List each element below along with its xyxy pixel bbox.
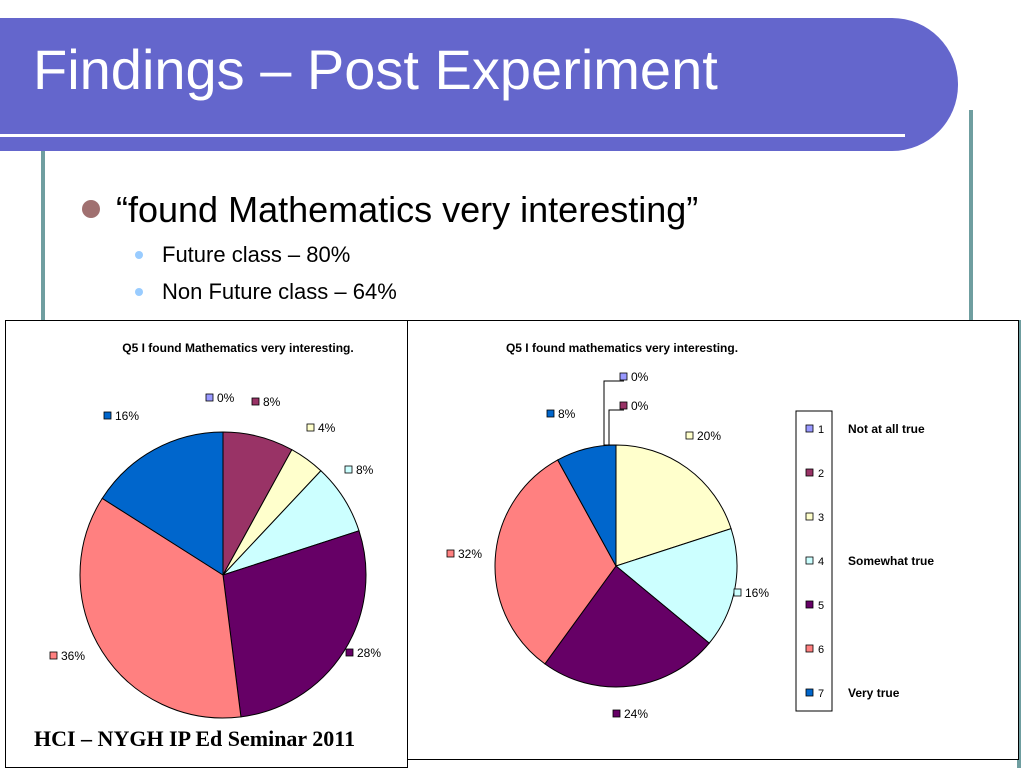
legend-label-4: 4 <box>818 556 824 568</box>
legend-box <box>795 410 833 712</box>
legend-label-2: 2 <box>818 468 824 480</box>
data-label-marker-7 <box>546 409 555 418</box>
legend-marker-5 <box>805 600 814 609</box>
legend-marker-3 <box>805 512 814 521</box>
pie-slice-5 <box>222 530 367 718</box>
frame-left-line <box>41 150 45 325</box>
legend-scale-label: Very true <box>848 686 900 700</box>
data-label-4: 8% <box>356 463 374 477</box>
bullet-main-text: “found Mathematics very interesting” <box>116 189 699 230</box>
data-label-4: 16% <box>745 586 769 600</box>
data-label-2: 8% <box>263 395 281 409</box>
frame-right-bottom-line <box>1017 320 1021 768</box>
data-label-marker-1 <box>205 393 214 402</box>
legend-marker-4 <box>805 556 814 565</box>
data-label-7: 16% <box>115 409 139 423</box>
legend-label-1: 1 <box>818 424 824 436</box>
chart-non-future-class-svg: Q5 I found mathematics very interesting.… <box>446 341 934 721</box>
title-underline <box>0 134 905 137</box>
legend-marker-7 <box>805 688 814 697</box>
legend-label-3: 3 <box>818 512 824 524</box>
legend-label-7: 7 <box>818 688 824 700</box>
chart-future-class: Q5 I found Mathematics very interesting.… <box>5 320 408 768</box>
sub-bullet-future: Future class – 80% <box>162 242 351 267</box>
bullet-dot-sub-2 <box>135 288 143 296</box>
data-label-marker-4 <box>733 588 742 597</box>
data-label-3: 20% <box>697 429 721 443</box>
legend-label-5: 5 <box>818 600 824 612</box>
data-label-marker-5 <box>612 709 621 718</box>
data-label-7: 8% <box>558 407 576 421</box>
legend-scale-label: Somewhat true <box>848 554 934 568</box>
data-label-marker-2 <box>619 401 628 410</box>
legend-marker-1 <box>805 424 814 433</box>
pie-slice-6 <box>494 459 617 665</box>
data-label-6: 32% <box>458 547 482 561</box>
data-label-marker-5 <box>345 648 354 657</box>
legend-scale-label: Not at all true <box>848 422 925 436</box>
pie-slice-7 <box>101 431 224 576</box>
chart-title: Q5 I found mathematics very interesting. <box>506 341 738 355</box>
data-label-marker-2 <box>251 397 260 406</box>
bullet-dot-sub-1 <box>135 251 143 259</box>
data-label-2: 0% <box>631 399 649 413</box>
pie-slice-5 <box>544 565 710 688</box>
chart-future-class-svg: Q5 I found Mathematics very interesting.… <box>49 341 381 719</box>
data-label-marker-6 <box>446 549 455 558</box>
pie-slice-3 <box>615 444 732 567</box>
data-label-marker-1 <box>619 372 628 381</box>
data-label-3: 4% <box>318 421 336 435</box>
data-label-1: 0% <box>217 391 235 405</box>
data-label-marker-3 <box>306 423 315 432</box>
data-label-5: 28% <box>357 646 381 660</box>
sub-bullet-non-future: Non Future class – 64% <box>162 279 397 304</box>
bullet-dot-main <box>82 200 100 218</box>
title-bar <box>0 18 958 151</box>
chart-non-future-class: Q5 I found mathematics very interesting.… <box>407 320 1019 760</box>
frame-right-line <box>969 110 973 325</box>
chart-title: Q5 I found Mathematics very interesting. <box>122 341 353 355</box>
legend-label-6: 6 <box>818 644 824 656</box>
footer-text: HCI – NYGH IP Ed Seminar 2011 <box>34 726 356 751</box>
data-label-5: 24% <box>624 707 648 721</box>
data-label-6: 36% <box>61 649 85 663</box>
legend-marker-6 <box>805 644 814 653</box>
data-label-marker-4 <box>344 465 353 474</box>
slide-title: Findings – Post Experiment <box>33 38 718 101</box>
pie-slice-6 <box>79 497 242 719</box>
data-label-marker-3 <box>685 431 694 440</box>
leader-line <box>608 409 624 446</box>
legend-marker-2 <box>805 468 814 477</box>
leader-line <box>603 380 624 446</box>
data-label-marker-6 <box>49 651 58 660</box>
data-label-1: 0% <box>631 370 649 384</box>
data-label-marker-7 <box>103 411 112 420</box>
